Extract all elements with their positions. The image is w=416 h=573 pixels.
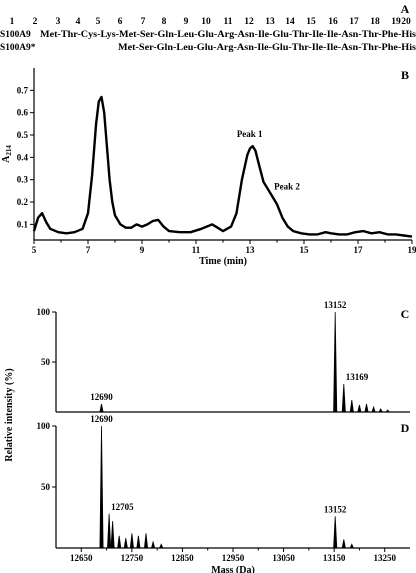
spectrum-peak-d-5 xyxy=(129,533,134,549)
x-tick-label-b-15: 15 xyxy=(300,245,310,255)
position-number-9: 9 xyxy=(184,17,189,27)
position-number-11: 11 xyxy=(224,17,233,27)
position-number-18: 18 xyxy=(370,17,380,27)
spectrum-peak-d-10 xyxy=(333,516,338,549)
sequence-residues-0: Met-Thr-Cys-Lys-Met-Ser-Gln-Leu-Glu-Arg-… xyxy=(40,30,416,40)
position-number-2: 2 xyxy=(33,17,38,27)
x-tick-label-b-17: 17 xyxy=(354,245,364,255)
x-tick-label-d-13250: 13250 xyxy=(373,553,396,563)
chromatogram-trace xyxy=(32,95,413,238)
spectrum-peak-c-6 xyxy=(371,405,376,413)
panel-label-b: B xyxy=(401,68,409,82)
y-tick-label-b-0.1: 0.1 xyxy=(17,219,29,229)
y-tick-label-c-100: 100 xyxy=(37,307,51,317)
spectrum-peak-d-12 xyxy=(349,543,355,549)
x-axis-label-d: Mass (Da) xyxy=(211,565,255,573)
y-tick-label-b-0.4: 0.4 xyxy=(17,152,29,162)
spectrum-peak-d-2 xyxy=(110,521,115,549)
peak-annotation-1: Peak 1 xyxy=(237,129,263,139)
position-number-14: 14 xyxy=(285,17,295,27)
y-tick-label-b-0.2: 0.2 xyxy=(17,197,29,207)
spectrum-peak-d-7 xyxy=(143,533,149,549)
y-axis-label-b: A214 xyxy=(1,145,13,163)
y-tick-label-d-50: 50 xyxy=(41,482,51,492)
spectrum-peak-d-9 xyxy=(158,543,164,549)
x-tick-label-d-12750: 12750 xyxy=(121,553,144,563)
peak-label-c-12690: 12690 xyxy=(90,392,113,402)
position-number-16: 16 xyxy=(328,17,338,27)
spectrum-peak-c-8 xyxy=(385,409,391,413)
spectrum-peak-c-3 xyxy=(349,399,354,413)
y-tick-label-b-0.6: 0.6 xyxy=(17,108,29,118)
y-tick-label-b-0.3: 0.3 xyxy=(17,175,29,185)
sequence-name-1: S100A9* xyxy=(0,43,36,53)
position-number-17: 17 xyxy=(349,17,359,27)
position-number-12: 12 xyxy=(244,17,254,27)
spectrum-peak-c-4 xyxy=(357,404,362,413)
spectrum-peak-d-0 xyxy=(99,425,104,549)
x-tick-label-d-13150: 13150 xyxy=(323,553,346,563)
spectrum-peak-c-0 xyxy=(99,403,104,413)
peak-label-c-13152: 13152 xyxy=(324,300,347,310)
panel-label-c: C xyxy=(401,307,410,321)
position-number-13: 13 xyxy=(265,17,275,27)
sequence-name-0: S100A9 xyxy=(0,30,31,40)
y-tick-label-b-0.5: 0.5 xyxy=(17,130,29,140)
position-number-1: 1 xyxy=(10,17,15,27)
x-axis-label-b: Time (min) xyxy=(199,256,247,267)
position-number-19: 19 xyxy=(391,17,401,27)
spectrum-peak-d-11 xyxy=(341,539,346,549)
peak-label-d-12690: 12690 xyxy=(90,414,113,424)
spectrum-peak-c-5 xyxy=(364,403,369,413)
y-tick-label-d-100: 100 xyxy=(37,421,51,431)
peak-annotation-2: Peak 2 xyxy=(274,181,300,191)
panel-label-a: A xyxy=(401,2,410,16)
x-tick-label-b-11: 11 xyxy=(192,245,201,255)
y-tick-label-c-50: 50 xyxy=(41,357,51,367)
x-tick-label-b-9: 9 xyxy=(140,245,145,255)
x-tick-label-b-5: 5 xyxy=(32,245,37,255)
spectrum-peak-d-1 xyxy=(107,513,112,549)
spectrum-peak-d-6 xyxy=(136,535,141,549)
sequence-residues-1: Met-Ser-Gln-Leu-Glu-Arg-Asn-Ile-Glu-Thr-… xyxy=(118,43,416,53)
chromatogram-chart: 5 7 9 11 13 15 17 19 0.1 0.2 0.3 0.4 0.5 0.6 0.7 A214 Ti… xyxy=(1,68,416,267)
spectrum-peak-d-4 xyxy=(123,538,128,549)
x-tick-label-b-19: 19 xyxy=(408,245,416,255)
x-tick-label-b-13: 13 xyxy=(246,245,256,255)
position-number-20: 20 xyxy=(401,17,411,27)
position-number-8: 8 xyxy=(162,17,167,27)
position-number-10: 10 xyxy=(201,17,211,27)
y-tick-label-b-0.7: 0.7 xyxy=(17,85,29,95)
spectrum-peak-d-3 xyxy=(117,535,122,549)
mass-spectrum-d: 50 100 12650 12750 12850 12950 13050 13150 13250… xyxy=(37,414,410,573)
position-number-6: 6 xyxy=(118,17,123,27)
position-number-15: 15 xyxy=(306,17,316,27)
x-tick-label-d-12650: 12650 xyxy=(70,553,93,563)
spectrum-peak-d-8 xyxy=(150,540,156,549)
mass-spectrum-c: 50 100 12690 13152 13169 xyxy=(37,300,410,413)
panel-label-d: D xyxy=(401,421,410,435)
spectrum-peak-c-1 xyxy=(333,311,338,413)
position-number-3: 3 xyxy=(56,17,61,27)
position-number-5: 5 xyxy=(96,17,101,27)
x-tick-label-d-12950: 12950 xyxy=(222,553,245,563)
spectrum-peak-c-7 xyxy=(378,408,383,413)
y-axis-label-relative-intensity: Relative intensity (%) xyxy=(4,368,15,461)
x-tick-label-d-12850: 12850 xyxy=(171,553,194,563)
peak-label-d-13152: 13152 xyxy=(324,504,347,514)
x-tick-label-d-13050: 13050 xyxy=(272,553,295,563)
spectrum-peak-c-2 xyxy=(341,383,346,413)
x-tick-label-b-7: 7 xyxy=(86,245,91,255)
peak-label-d-12705: 12705 xyxy=(111,502,134,512)
peak-label-c-13169: 13169 xyxy=(346,372,369,382)
position-number-7: 7 xyxy=(141,17,146,27)
position-number-4: 4 xyxy=(76,17,81,27)
